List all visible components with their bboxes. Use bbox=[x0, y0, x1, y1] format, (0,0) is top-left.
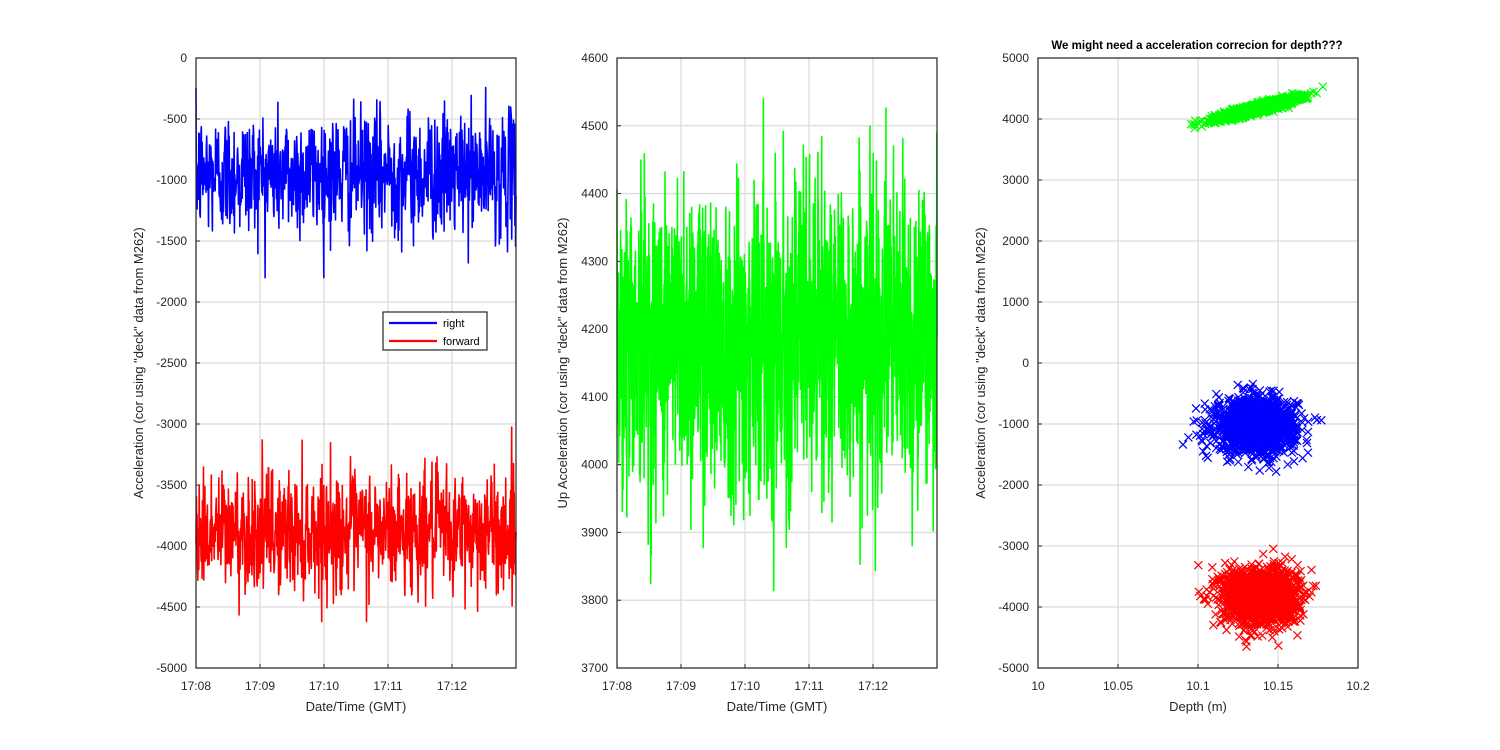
y-tick-label: -5000 bbox=[998, 661, 1029, 675]
x-tick-label: 17:12 bbox=[858, 679, 888, 693]
x-tick-label: 10.1 bbox=[1186, 679, 1210, 693]
x-tick-label: 17:11 bbox=[373, 679, 402, 693]
x-tick-label: 17:11 bbox=[794, 679, 823, 693]
x-tick-labels: 17:08 17:09 17:10 17:11 17:12 bbox=[181, 679, 467, 693]
y-tick-label: 0 bbox=[1022, 356, 1029, 370]
y-tick-label: 3000 bbox=[1002, 173, 1029, 187]
x-axis-label: Date/Time (GMT) bbox=[306, 699, 407, 714]
y-tick-label: 3800 bbox=[581, 593, 608, 607]
x-axis-label: Date/Time (GMT) bbox=[727, 699, 828, 714]
y-tick-label: -1000 bbox=[156, 173, 187, 187]
y-tick-label: -4000 bbox=[998, 600, 1029, 614]
y-tick-label: 3700 bbox=[581, 661, 608, 675]
y-tick-label: 2000 bbox=[1002, 234, 1029, 248]
y-tick-label: -2000 bbox=[156, 295, 187, 309]
y-tick-label: 5000 bbox=[1002, 51, 1029, 65]
x-tick-label: 17:08 bbox=[602, 679, 632, 693]
x-tick-label: 17:09 bbox=[245, 679, 275, 693]
x-tick-label: 17:10 bbox=[730, 679, 760, 693]
series-line-series-0 bbox=[616, 97, 938, 592]
y-tick-label: -2500 bbox=[156, 356, 187, 370]
y-axis-label: Acceleration (cor using "deck" data from… bbox=[131, 227, 146, 499]
y-tick-label: -3000 bbox=[998, 539, 1029, 553]
y-tick-label: -4000 bbox=[156, 539, 187, 553]
scatter-markers bbox=[1178, 379, 1326, 477]
y-tick-labels: 4600 4500 4400 4300 4200 4100 4000 3900 3800 3700 bbox=[581, 51, 608, 675]
x-tick-label: 17:12 bbox=[437, 679, 467, 693]
scatter-series-2 bbox=[1193, 544, 1321, 652]
y-tick-label: -4500 bbox=[156, 600, 187, 614]
panel-up-acceleration: 4600 4500 4400 4300 4200 4100 4000 3900 3800 3700… bbox=[555, 51, 938, 714]
series-lines bbox=[195, 86, 517, 623]
y-tick-label: 4600 bbox=[581, 51, 608, 65]
y-tick-label: 0 bbox=[180, 51, 187, 65]
series-line-forward bbox=[195, 426, 517, 623]
y-tick-label: -3000 bbox=[156, 417, 187, 431]
legend-label-right: right bbox=[443, 318, 464, 330]
y-tick-label: 4500 bbox=[581, 119, 608, 133]
scatter-series-1 bbox=[1178, 379, 1326, 477]
x-tick-label: 17:09 bbox=[666, 679, 696, 693]
x-axis-label: Depth (m) bbox=[1169, 699, 1227, 714]
series-lines bbox=[616, 97, 938, 592]
scatter-markers bbox=[1186, 82, 1328, 133]
axes-box bbox=[1037, 57, 1359, 669]
legend[interactable]: right forward bbox=[382, 311, 488, 351]
legend-label-forward: forward bbox=[443, 336, 480, 348]
x-tick-labels: 10 10.05 10.1 10.15 10.2 bbox=[1031, 679, 1370, 693]
y-axis-label: Up Acceleration (cor using "deck" data f… bbox=[555, 217, 570, 508]
x-tick-label: 10 bbox=[1031, 679, 1045, 693]
axes-box bbox=[195, 57, 517, 669]
y-tick-label: 1000 bbox=[1002, 295, 1029, 309]
scatter-markers bbox=[1193, 544, 1321, 652]
y-axis-label: Acceleration (cor using "deck" data from… bbox=[973, 227, 988, 499]
x-tick-label: 17:08 bbox=[181, 679, 211, 693]
y-tick-label: -5000 bbox=[156, 661, 187, 675]
scatter-points bbox=[1178, 82, 1328, 652]
panel-horizontal-acceleration: 0 -500 -1000 -1500 -2000 -2500 -3000 -3500 -4000… bbox=[131, 51, 517, 714]
y-tick-label: 4000 bbox=[1002, 112, 1029, 126]
y-tick-label: 4200 bbox=[581, 322, 608, 336]
y-tick-label: 4100 bbox=[581, 390, 608, 404]
y-tick-label: 4000 bbox=[581, 458, 608, 472]
axes-box bbox=[616, 57, 938, 669]
y-tick-labels: 0 -500 -1000 -1500 -2000 -2500 -3000 -3500 -4000… bbox=[156, 51, 187, 675]
x-tick-label: 10.2 bbox=[1346, 679, 1370, 693]
y-tick-label: -1000 bbox=[998, 417, 1029, 431]
chart-title: We might need a acceleration correcion f… bbox=[1051, 40, 1342, 52]
y-tick-label: -500 bbox=[163, 112, 187, 126]
panel-depth-scatter: 5000 4000 3000 2000 1000 0 -1000 -2000 -3000 -400… bbox=[973, 40, 1370, 714]
x-tick-label: 10.15 bbox=[1263, 679, 1293, 693]
x-tick-labels: 17:08 17:09 17:10 17:11 17:12 bbox=[602, 679, 888, 693]
x-tick-label: 10.05 bbox=[1103, 679, 1133, 693]
y-tick-label: -2000 bbox=[998, 478, 1029, 492]
y-tick-label: -1500 bbox=[156, 234, 187, 248]
y-tick-label: -3500 bbox=[156, 478, 187, 492]
y-tick-label: 4400 bbox=[581, 187, 608, 201]
legend-box bbox=[382, 311, 488, 351]
x-tick-label: 17:10 bbox=[309, 679, 339, 693]
y-tick-labels: 5000 4000 3000 2000 1000 0 -1000 -2000 -3000 -400… bbox=[998, 51, 1029, 675]
series-line-right bbox=[195, 86, 517, 279]
scatter-series-0 bbox=[1186, 82, 1328, 133]
y-tick-label: 3900 bbox=[581, 525, 608, 539]
y-tick-label: 4300 bbox=[581, 254, 608, 268]
